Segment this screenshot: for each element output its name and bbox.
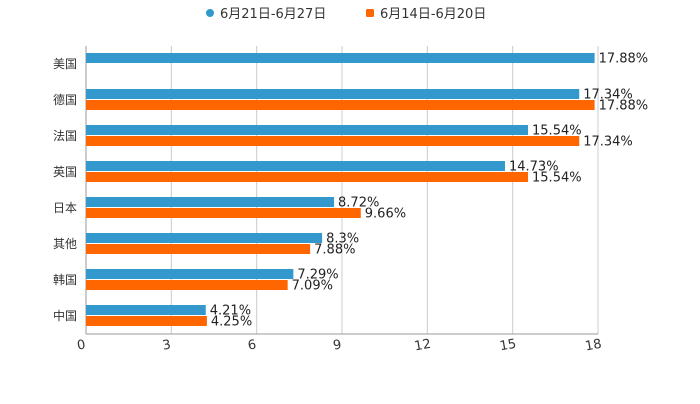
data-label: 7.88% [314,243,355,258]
y-category-label: 韩国 [53,272,77,287]
x-tick-label: 18 [584,337,603,355]
y-category-label: 英国 [53,165,77,179]
bar-series2 [86,280,288,290]
data-label: 14.73% [509,160,559,175]
data-label: 7.09% [292,279,333,294]
y-category-label: 德国 [53,92,77,107]
bar-series2 [86,100,595,110]
bar-series2 [86,136,580,146]
y-category-label: 美国 [53,57,77,71]
bar-series1 [86,197,335,207]
data-label: 17.88% [599,52,649,67]
bar-series1 [86,125,529,135]
data-label: 17.34% [583,88,633,103]
bar-series2 [86,208,361,218]
data-label: 9.66% [365,207,406,222]
data-label: 17.34% [583,135,633,150]
bar-series2 [86,172,529,182]
bar-series1 [86,305,206,315]
legend-marker-series1 [206,9,214,17]
bar-series1 [86,161,505,171]
x-tick-label: 6 [247,337,258,353]
data-label: 7.29% [297,268,338,283]
data-label: 4.21% [210,304,251,319]
x-tick-label: 12 [413,337,432,355]
legend-label: 6月21日-6月27日 [220,7,326,22]
x-tick-label: 9 [332,337,343,353]
bar-series1 [86,89,580,99]
data-label: 4.25% [211,315,252,330]
data-label: 15.54% [532,124,582,139]
y-category-label: 其他 [53,237,77,251]
y-category-label: 法国 [53,129,77,143]
x-tick-label: 3 [161,337,172,353]
bar-series2 [86,244,311,254]
data-label: 15.54% [532,171,582,186]
y-category-label: 中国 [53,308,77,323]
bar-series1 [86,269,294,279]
legend-marker-series2 [366,9,374,17]
bar-series1 [86,53,595,63]
legend-label: 6月14日-6月20日 [380,7,486,22]
bar-series2 [86,316,207,326]
data-label: 8.72% [338,196,379,211]
x-tick-label: 15 [499,337,518,355]
bar-series1 [86,233,323,243]
data-label: 17.88% [599,99,649,114]
x-tick-label: 0 [76,337,87,353]
data-label: 8.3% [326,232,359,247]
y-category-label: 日本 [53,201,77,215]
